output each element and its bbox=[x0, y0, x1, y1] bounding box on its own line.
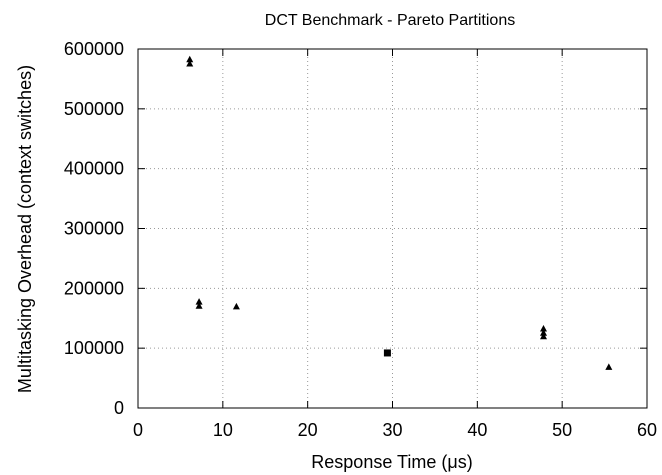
y-tick-label: 500000 bbox=[64, 99, 124, 119]
x-tick-label: 30 bbox=[382, 420, 402, 440]
y-tick-label: 600000 bbox=[64, 39, 124, 59]
x-tick-label: 0 bbox=[133, 420, 143, 440]
data-point-triangle bbox=[605, 363, 612, 370]
x-tick-labels: 0 10 20 30 40 50 60 bbox=[133, 420, 657, 440]
y-tick-labels: 0 100000 200000 300000 400000 500000 600000 bbox=[64, 39, 124, 418]
y-tick-label: 200000 bbox=[64, 278, 124, 298]
x-axis-title: Response Time (μs) bbox=[311, 452, 472, 472]
data-point-triangle bbox=[233, 303, 240, 310]
y-axis-title: Multitasking Overhead (context switches) bbox=[15, 65, 35, 393]
x-tick-label: 20 bbox=[298, 420, 318, 440]
x-tick-label: 40 bbox=[467, 420, 487, 440]
y-tick-label: 300000 bbox=[64, 219, 124, 239]
x-tick-label: 50 bbox=[552, 420, 572, 440]
chart-title: DCT Benchmark - Pareto Partitions bbox=[265, 12, 515, 29]
x-tick-label: 10 bbox=[213, 420, 233, 440]
data-points bbox=[186, 56, 612, 370]
x-tick-label: 60 bbox=[637, 420, 657, 440]
y-tick-label: 400000 bbox=[64, 159, 124, 179]
y-tick-label: 100000 bbox=[64, 338, 124, 358]
y-tick-label: 0 bbox=[114, 398, 124, 418]
data-point-square bbox=[384, 349, 391, 356]
grid-lines bbox=[138, 49, 647, 408]
